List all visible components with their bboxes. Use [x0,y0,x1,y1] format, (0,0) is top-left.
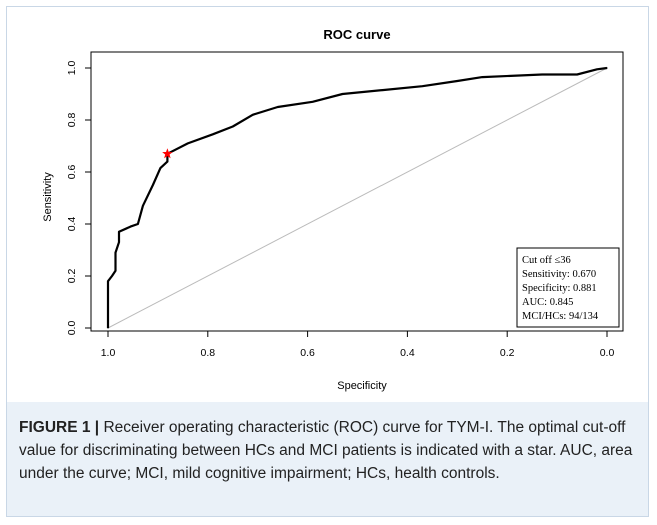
legend-line-cutoff: Cut off ≤36 [522,255,571,266]
roc-point [481,76,483,78]
x-tick-label: 0.4 [400,347,415,359]
roc-point [118,231,120,233]
roc-point [541,73,543,76]
y-tick-label: 0.8 [66,113,78,128]
caption-paragraph: FIGURE 1 | Receiver operating characteri… [19,416,636,485]
caption-body: Receiver operating characteristic (ROC) … [19,419,633,482]
chart-title: ROC curve [323,27,390,42]
x-tick-label: 0.6 [300,347,315,359]
roc-point [232,125,234,128]
legend-line-counts: MCI/HCs: 94/134 [522,311,599,322]
roc-point [159,167,161,169]
roc-point [152,184,154,186]
x-axis: 1.0 0.8 0.6 0.4 0.2 0.0 [101,331,615,359]
plot-area: ROC curve 0.0 0.2 0.4 0.6 0.8 1.0 1.0 0.8 0.6 0.… [7,7,650,402]
roc-point [111,275,113,277]
roc-point [341,93,344,95]
roc-point [142,205,144,207]
roc-point [114,270,117,272]
reference-diagonal-line [107,67,608,329]
roc-point [137,223,139,225]
roc-point [187,142,189,144]
y-tick-label: 0.6 [66,165,78,180]
caption-label: FIGURE 1 | [19,419,100,436]
roc-point [456,80,458,82]
x-tick-label: 0.8 [200,347,215,359]
plot-box [90,51,624,332]
y-axis-label: Sensitivity [42,172,54,222]
optimal-cutoff-star-icon [162,148,173,159]
figure-frame: ROC curve 0.0 0.2 0.4 0.6 0.8 1.0 1.0 0.8 0.6 0.… [6,6,649,517]
y-tick-label: 0.2 [66,269,78,284]
roc-point [311,101,314,103]
y-tick-label: 0.4 [66,217,78,232]
roc-point [381,89,384,91]
y-tick-label: 0.0 [66,321,78,336]
roc-point [421,85,423,87]
roc-point [252,114,254,116]
roc-point [129,226,132,228]
legend-line-auc: AUC: 0.845 [522,297,573,308]
x-tick-label: 0.2 [500,347,515,359]
legend-frame [516,247,620,328]
x-tick-label: 0.0 [600,347,615,359]
roc-point [606,67,608,69]
figure-caption: FIGURE 1 | Receiver operating characteri… [7,402,648,516]
roc-point [114,252,117,254]
legend-line-specificity: Specificity: 0.881 [522,283,597,294]
roc-point [166,161,168,163]
y-axis: 0.0 0.2 0.4 0.6 0.8 1.0 [66,61,91,336]
legend-box: Cut off ≤36 Sensitivity: 0.670 Specifici… [516,247,620,328]
x-axis-label: Specificity [337,380,387,392]
roc-point [107,280,109,282]
x-tick-label: 1.0 [101,347,116,359]
roc-point [107,327,109,329]
roc-point [596,68,598,70]
roc-point [277,106,279,108]
roc-chart: ROC curve 0.00.20.40.60.81.0 1.0 0.8 0.6 0.… [42,27,624,392]
roc-point [212,133,214,135]
roc-point [118,241,120,243]
legend-line-sensitivity: Sensitivity: 0.670 [522,269,596,280]
y-tick-label: 1.0 [66,61,78,76]
roc-point [576,73,578,76]
